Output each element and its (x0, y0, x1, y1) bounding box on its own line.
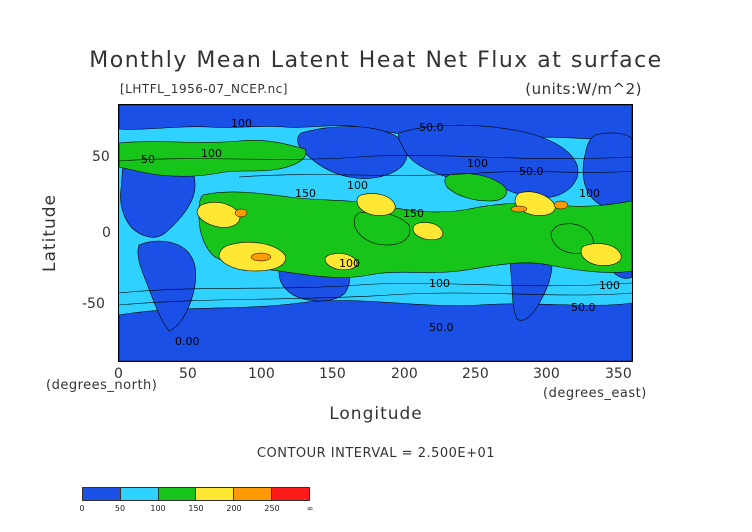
x-tick-300: 300 (533, 366, 560, 382)
contour-label: 100 (347, 179, 368, 192)
contour-label: 150 (295, 187, 316, 200)
colorbar-label: 50 (114, 504, 126, 513)
x-axis-units: (degrees_east) (543, 386, 647, 401)
y-tick-50: 50 (92, 149, 110, 165)
file-label: [LHTFL_1956-07_NCEP.nc] (120, 82, 288, 96)
contour-label: 100 (429, 277, 450, 290)
contour-label: 50.0 (571, 301, 596, 314)
map-title: Monthly Mean Latent Heat Net Flux at sur… (89, 48, 663, 73)
colorbar-segment (83, 488, 121, 500)
colorbar-segment (196, 488, 235, 500)
colorbar-segment (234, 488, 273, 500)
contour-label: 50.0 (429, 321, 454, 334)
contour-interval: CONTOUR INTERVAL = 2.500E+01 (256, 446, 496, 461)
x-tick-0: 0 (114, 366, 123, 382)
contour-label: 100 (339, 257, 360, 270)
colorbar-segment (272, 488, 309, 500)
contour-label: 100 (579, 187, 600, 200)
colorbar-label: 100 (150, 504, 166, 513)
colorbar-label: 150 (188, 504, 204, 513)
contour-label: 100 (201, 147, 222, 160)
contour-label: 100 (231, 117, 252, 130)
contour-label: 100 (467, 157, 488, 170)
contour-label: 100 (599, 279, 620, 292)
colorbar-segment (158, 488, 197, 500)
colorbar-label: 200 (226, 504, 242, 513)
contour-label: 50.0 (419, 121, 444, 134)
colorbar-label: 0 (79, 504, 85, 513)
map-plot-area: 50.0 100 50 100 100 150 100 100 100 50.0 0.00 15… (118, 104, 633, 362)
colorbar-label: ∞ (306, 504, 314, 513)
y-tick-minus50: -50 (82, 296, 105, 312)
units-label: (units:W/m^2) (525, 80, 642, 98)
y-axis-label: Latitude (40, 194, 60, 272)
y-tick-0: 0 (102, 225, 111, 241)
x-tick-250: 250 (462, 366, 489, 382)
colorbar (82, 487, 310, 501)
x-tick-50: 50 (179, 366, 197, 382)
contour-label: 50.0 (519, 165, 544, 178)
colorbar-label: 250 (264, 504, 280, 513)
contour-label: 150 (403, 207, 424, 220)
x-tick-350: 350 (605, 366, 632, 382)
colorbar-segment (120, 488, 159, 500)
x-axis-label: Longitude (329, 404, 423, 424)
contour-label: 0.00 (175, 335, 200, 348)
x-tick-200: 200 (391, 366, 418, 382)
x-tick-100: 100 (248, 366, 275, 382)
contour-label: 50 (141, 153, 155, 166)
y-axis-units: (degrees_north) (46, 378, 158, 393)
x-tick-150: 150 (319, 366, 346, 382)
